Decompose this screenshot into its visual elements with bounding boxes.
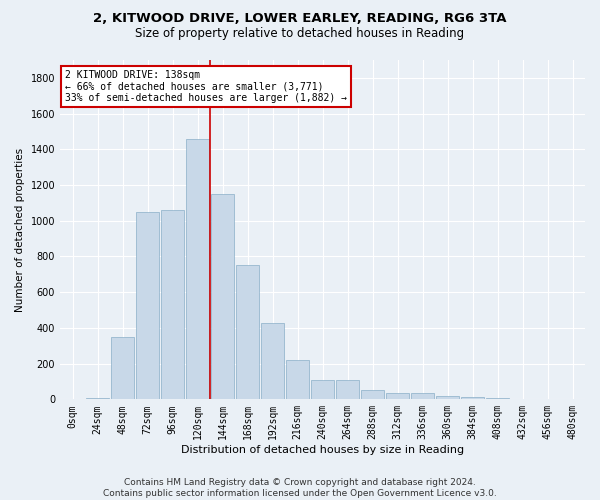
Y-axis label: Number of detached properties: Number of detached properties — [15, 148, 25, 312]
Bar — [386, 393, 409, 400]
Bar — [361, 390, 385, 400]
Bar — [311, 380, 334, 400]
X-axis label: Distribution of detached houses by size in Reading: Distribution of detached houses by size … — [181, 445, 464, 455]
Bar — [211, 194, 235, 400]
Bar — [110, 337, 134, 400]
Text: 2 KITWOOD DRIVE: 138sqm
← 66% of detached houses are smaller (3,771)
33% of semi: 2 KITWOOD DRIVE: 138sqm ← 66% of detache… — [65, 70, 347, 103]
Bar — [161, 210, 184, 400]
Bar — [185, 138, 209, 400]
Bar — [236, 266, 259, 400]
Bar — [286, 360, 310, 400]
Bar — [86, 398, 109, 400]
Text: Size of property relative to detached houses in Reading: Size of property relative to detached ho… — [136, 28, 464, 40]
Text: 2, KITWOOD DRIVE, LOWER EARLEY, READING, RG6 3TA: 2, KITWOOD DRIVE, LOWER EARLEY, READING,… — [93, 12, 507, 26]
Bar — [335, 380, 359, 400]
Bar — [461, 396, 484, 400]
Bar — [136, 212, 160, 400]
Bar — [260, 322, 284, 400]
Bar — [485, 398, 509, 400]
Bar — [410, 393, 434, 400]
Text: Contains HM Land Registry data © Crown copyright and database right 2024.
Contai: Contains HM Land Registry data © Crown c… — [103, 478, 497, 498]
Bar — [436, 396, 460, 400]
